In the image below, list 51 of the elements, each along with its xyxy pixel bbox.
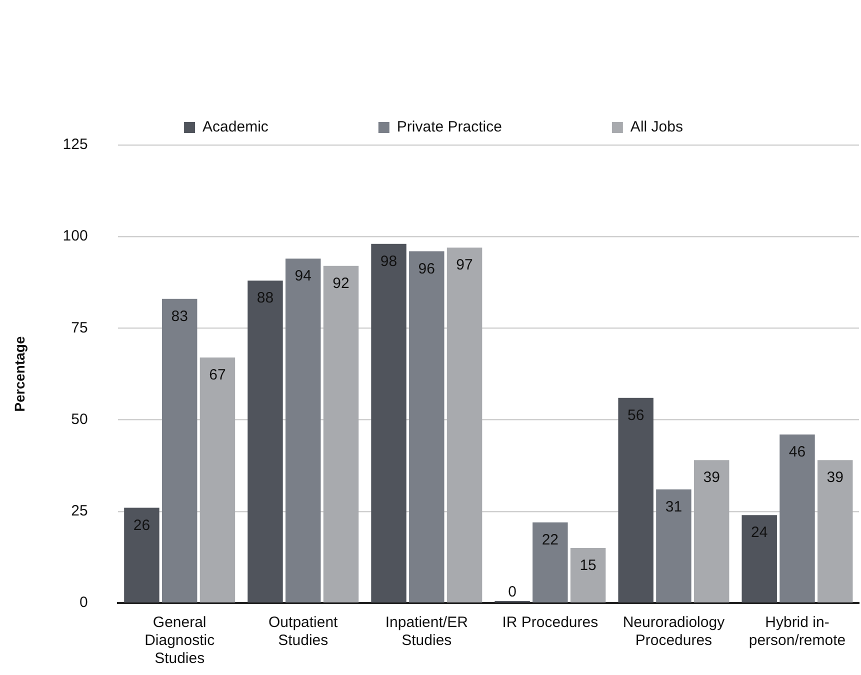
data-label: 67 [209,366,226,384]
data-label: 15 [580,557,596,574]
bar [200,358,236,602]
bar [694,460,730,602]
x-tick-label: Neuroradiology Procedures [622,614,726,650]
data-label: 39 [703,469,720,486]
data-label: 88 [256,290,274,307]
data-label: 96 [418,260,435,278]
data-label: 92 [332,275,350,292]
y-tick-label: 0 [79,594,88,612]
y-axis-title: Percentage [11,336,28,412]
data-label: 39 [826,469,844,486]
bar [286,258,321,602]
y-tick-label: 25 [71,502,88,520]
legend-label: Academic [202,118,269,136]
bar [570,548,606,602]
x-tick-label: Hybrid in-person/remote [748,614,846,650]
data-label: 94 [294,268,312,285]
y-tick-label: 50 [71,410,88,428]
bar [446,248,482,602]
bar [780,434,815,602]
data-label: 31 [665,498,682,516]
bar [818,460,853,602]
bar [409,251,444,602]
data-label: 22 [542,532,559,549]
data-label: 56 [627,406,644,424]
y-tick-label: 125 [62,136,88,154]
y-tick-label: 75 [71,319,88,336]
x-tick-label: IR Procedures [502,614,598,632]
y-tick-label: 100 [62,228,88,245]
bar [532,522,568,602]
x-tick-label: Inpatient/ER Studies [385,614,468,650]
bar [618,398,654,602]
data-label: 46 [788,444,806,461]
bar [248,280,283,602]
data-label: 0 [508,584,516,601]
bar [742,515,777,602]
x-tick-label: Outpatient Studies [268,614,339,650]
legend-label: All Jobs [630,118,683,136]
legend-label: Private Practice [396,118,502,136]
data-label: 83 [171,308,188,326]
bar [371,244,406,602]
data-label: 98 [380,253,398,270]
bar [162,298,198,602]
bar [656,489,692,602]
x-tick-label: General Diagnostic Studies [144,614,216,668]
data-label: 97 [456,256,473,274]
bar [124,508,160,602]
data-label: 26 [133,516,150,534]
bar [323,266,359,602]
data-label: 24 [751,524,768,542]
